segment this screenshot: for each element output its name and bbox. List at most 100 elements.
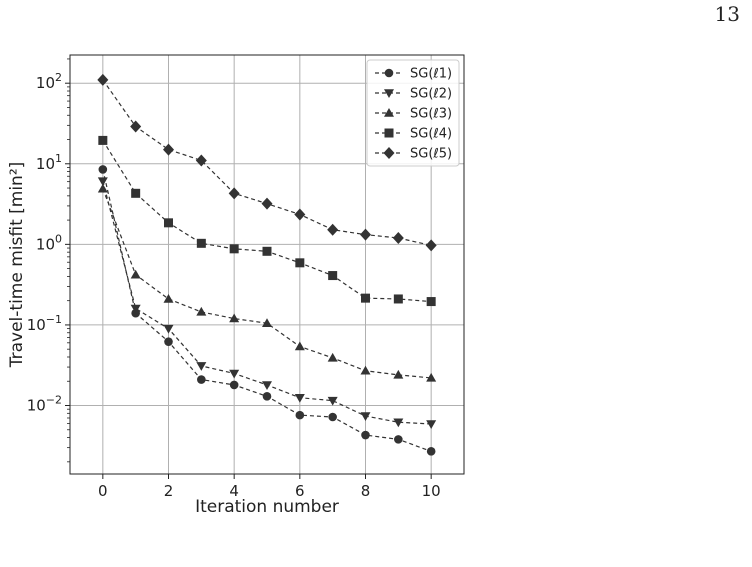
y-tick-label: 10−1 — [27, 313, 62, 334]
data-point — [98, 135, 108, 145]
data-point — [262, 246, 272, 256]
series-5 — [97, 73, 437, 252]
series-4 — [98, 135, 436, 307]
legend-entry: SG(ℓ2) — [375, 87, 452, 102]
data-point — [228, 187, 240, 200]
data-point — [426, 420, 437, 429]
legend: SG(ℓ1) SG(ℓ2) SG(ℓ3) SG(ℓ4) SG(ℓ5) — [366, 59, 460, 167]
data-point — [393, 369, 404, 379]
legend-label: SG(ℓ3) — [410, 107, 452, 122]
data-point — [394, 435, 403, 444]
data-point — [195, 154, 207, 167]
x-axis-label: Iteration number — [195, 497, 339, 517]
data-point — [393, 418, 404, 428]
data-point — [229, 369, 240, 379]
y-tick-exponent: 1 — [55, 152, 62, 165]
data-point — [426, 447, 436, 456]
x-tick-label: 0 — [98, 482, 108, 500]
data-point — [261, 197, 273, 210]
x-tick-label: 8 — [361, 482, 371, 500]
data-point — [196, 306, 207, 316]
data-point — [328, 412, 337, 422]
y-tick-label: 100 — [36, 232, 62, 253]
data-point — [229, 380, 239, 390]
data-point — [229, 244, 239, 254]
x-tick-label: 4 — [229, 482, 239, 500]
series-line — [102, 169, 432, 452]
data-point — [130, 269, 141, 279]
data-point — [361, 430, 370, 440]
data-point — [262, 392, 272, 401]
data-point — [327, 396, 338, 406]
legend-entry: SG(ℓ5) — [375, 147, 452, 162]
y-axis-label: Travel-time misfit [min²] — [7, 162, 27, 369]
legend-label: SG(ℓ4) — [410, 127, 452, 142]
y-tick-exponent: 2 — [55, 71, 62, 84]
y-tick-label: 101 — [36, 152, 62, 173]
plot-frame — [69, 54, 465, 475]
data-point — [294, 341, 305, 351]
y-tick-label: 102 — [36, 71, 62, 92]
data-point — [360, 228, 371, 241]
data-point — [360, 412, 371, 422]
series-3 — [97, 183, 437, 382]
legend-marker — [384, 89, 394, 98]
data-point — [392, 231, 404, 244]
data-point — [197, 375, 206, 384]
data-point — [196, 238, 206, 248]
data-point — [130, 304, 141, 314]
data-point — [393, 294, 403, 304]
legend-marker — [384, 68, 394, 78]
data-point — [262, 381, 272, 390]
y-tick-exponent: −2 — [46, 394, 62, 407]
data-point — [328, 271, 338, 281]
data-point — [229, 313, 240, 323]
data-point — [426, 372, 437, 382]
legend-marker — [384, 128, 394, 138]
data-point — [164, 218, 173, 228]
page-number: 13 — [714, 2, 740, 26]
data-point — [98, 165, 108, 174]
data-point — [97, 177, 108, 187]
data-point — [360, 365, 371, 375]
series-2 — [97, 177, 437, 429]
data-point — [196, 362, 207, 371]
x-tick-label: 2 — [164, 482, 174, 500]
legend-box — [366, 59, 460, 167]
data-point — [425, 239, 437, 252]
series-layer — [97, 73, 437, 456]
data-point — [327, 352, 338, 362]
legend-label: SG(ℓ5) — [410, 147, 452, 162]
legend-entry: SG(ℓ4) — [375, 127, 452, 142]
data-point — [294, 393, 305, 403]
y-tick-exponent: −1 — [46, 313, 62, 326]
data-point — [131, 188, 141, 198]
data-point — [327, 223, 339, 236]
legend-label: SG(ℓ2) — [410, 87, 452, 102]
legend-entry: SG(ℓ3) — [375, 107, 452, 122]
legend-label: SG(ℓ1) — [410, 67, 452, 82]
legend-marker — [383, 147, 395, 159]
y-tick-label: 10−2 — [27, 394, 62, 415]
data-point — [163, 324, 174, 334]
legend-entry: SG(ℓ1) — [375, 67, 452, 82]
data-point — [426, 297, 436, 307]
data-point — [163, 293, 174, 303]
data-point — [361, 293, 370, 303]
y-tick-exponent: 0 — [55, 232, 62, 245]
legend-marker — [384, 108, 394, 117]
data-point — [294, 208, 306, 221]
data-point — [97, 73, 109, 86]
data-point — [97, 183, 108, 193]
data-point — [295, 410, 305, 420]
data-point — [163, 143, 174, 156]
data-point — [164, 337, 173, 346]
x-tick-label: 6 — [295, 482, 305, 500]
data-point — [295, 258, 305, 268]
data-point — [262, 318, 272, 327]
series-line — [102, 188, 432, 379]
x-tick-label: 10 — [422, 482, 441, 500]
data-point — [130, 120, 142, 133]
series-1 — [98, 165, 436, 456]
